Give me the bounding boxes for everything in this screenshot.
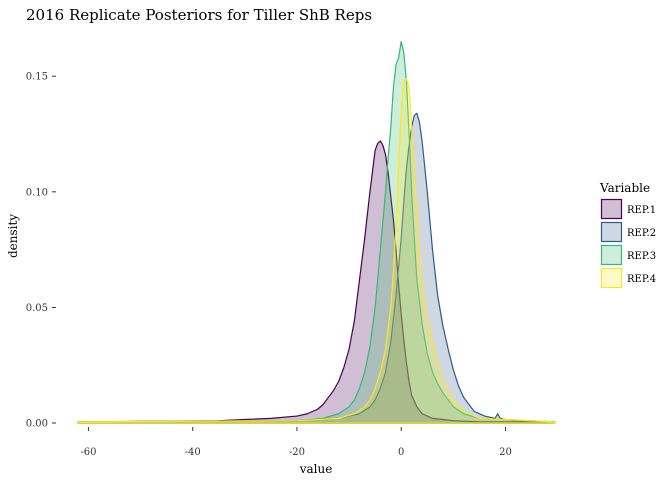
series-REP.3 xyxy=(77,40,556,424)
x-tick-label: 20 xyxy=(499,447,512,458)
series-REP.1 xyxy=(77,140,556,424)
density-curve xyxy=(77,112,556,424)
legend-swatch xyxy=(600,244,623,266)
legend-swatch xyxy=(600,198,623,220)
legend-label: REP.4 xyxy=(627,274,656,285)
y-tick-label: 0.10 xyxy=(26,187,48,198)
legend-item-REP.4: REP.4 xyxy=(600,267,656,289)
legend-swatch xyxy=(600,221,623,243)
y-axis-title: density xyxy=(6,214,20,258)
y-tick-label: 0.05 xyxy=(26,303,48,314)
y-axis: 0.00 0.05 0.10 0.15 xyxy=(26,72,56,430)
x-axis-title: value xyxy=(299,462,333,476)
series-REP.4 xyxy=(77,77,556,424)
legend-item-REP.1: REP.1 xyxy=(600,198,656,220)
legend-item-REP.2: REP.2 xyxy=(600,221,656,243)
y-tick-label: 0.15 xyxy=(26,72,48,83)
x-tick-label: 0 xyxy=(398,447,404,458)
x-tick-label: -40 xyxy=(185,447,201,458)
density-curve xyxy=(77,140,556,424)
legend-item-REP.3: REP.3 xyxy=(600,244,656,266)
legend-swatch xyxy=(600,267,623,289)
legend-label: REP.1 xyxy=(627,205,656,216)
y-tick-label: 0.00 xyxy=(26,419,48,430)
legend-label: REP.2 xyxy=(627,228,656,239)
chart-title: 2016 Replicate Posteriors for Tiller ShB… xyxy=(26,6,372,24)
legend-label: REP.3 xyxy=(627,251,656,262)
x-axis: -60 -40 -20 0 20 xyxy=(80,427,512,458)
legend-items: REP.1 REP.2 REP.3 REP.4 xyxy=(600,198,656,289)
x-tick-label: -20 xyxy=(289,447,305,458)
x-tick-label: -60 xyxy=(80,447,96,458)
legend-title: Variable xyxy=(599,181,650,195)
density-curve xyxy=(77,40,556,424)
density-curve xyxy=(77,77,556,424)
series-REP.2 xyxy=(77,112,556,424)
legend: Variable REP.1 REP.2 REP.3 REP.4 xyxy=(599,181,656,289)
plot-area xyxy=(77,40,556,424)
